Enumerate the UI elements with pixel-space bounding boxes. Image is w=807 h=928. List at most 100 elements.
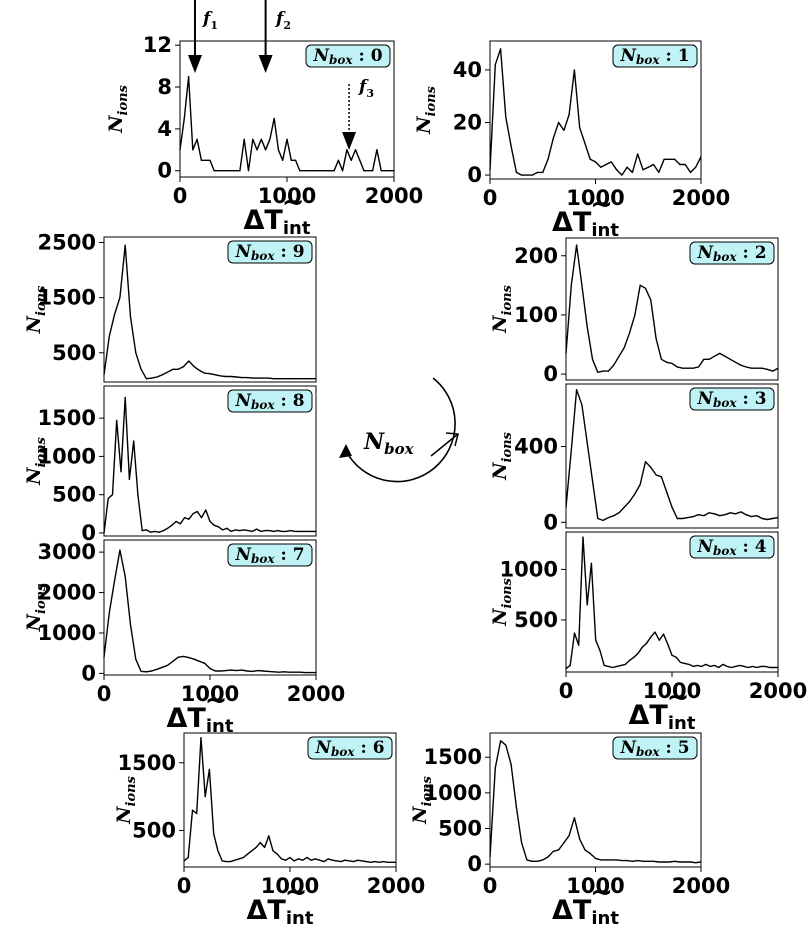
data-point	[766, 518, 769, 521]
data-point	[187, 75, 190, 78]
data-point	[499, 48, 502, 50]
data-point	[679, 661, 682, 663]
data-point	[145, 529, 147, 531]
data-point	[751, 665, 754, 668]
data-point	[298, 530, 300, 533]
data-point	[510, 145, 512, 147]
data-point	[156, 376, 158, 378]
data-point	[260, 138, 262, 140]
data-point	[158, 531, 160, 533]
n-box-badge-label: Nbox : 8	[234, 391, 304, 412]
data-point	[226, 527, 228, 529]
data-point	[333, 170, 335, 172]
data-point	[200, 517, 203, 519]
data-point	[140, 368, 142, 370]
data-point	[234, 859, 236, 861]
data-point	[183, 117, 185, 120]
data-point	[687, 516, 689, 519]
data-point	[692, 367, 694, 369]
data-point	[363, 170, 365, 172]
data-point	[697, 514, 700, 516]
data-point	[740, 364, 742, 366]
panel-box1: 0 20 40 0 1000 2000 Nions ΔTint~ Nbox : 1	[413, 40, 730, 241]
data-point	[621, 174, 623, 176]
x-tick-label: 1000	[643, 679, 701, 703]
data-point	[319, 859, 321, 861]
data-point	[129, 316, 132, 318]
data-point	[600, 859, 602, 861]
data-point	[344, 859, 346, 861]
y-tick-label: 500	[132, 818, 176, 842]
arrow-f3-head	[342, 132, 357, 150]
y-tick-label: 0	[543, 362, 558, 386]
data-point	[542, 171, 544, 174]
data-point	[329, 170, 331, 172]
data-point	[761, 367, 763, 369]
data-point	[740, 511, 742, 513]
n-box-badge	[227, 389, 313, 413]
data-point	[337, 159, 339, 161]
data-point	[196, 510, 198, 513]
y-tick-label: 20	[453, 110, 482, 134]
data-point	[666, 361, 668, 363]
data-point	[726, 665, 728, 668]
data-point	[568, 114, 570, 116]
data-point	[299, 671, 301, 673]
data-point	[310, 378, 312, 380]
data-point	[644, 287, 647, 289]
data-point	[107, 497, 109, 500]
data-point	[756, 666, 758, 669]
panel-box2: 0 100 200 Nions Nbox : 2	[489, 237, 779, 386]
data-point	[154, 530, 156, 533]
y-axis-label: Nions	[23, 285, 49, 334]
y-tick-label: 0	[543, 510, 558, 534]
y-tick-label: 4	[157, 117, 172, 141]
data-point	[591, 358, 594, 360]
data-point	[251, 850, 253, 852]
y-tick-label: 1000	[38, 621, 96, 645]
data-point	[267, 670, 269, 672]
y-tick-label: 500	[52, 341, 96, 365]
data-point	[376, 149, 378, 151]
data-point	[140, 670, 142, 672]
data-point	[278, 671, 280, 673]
data-point	[324, 170, 327, 172]
data-point	[264, 530, 266, 532]
data-point	[700, 156, 702, 158]
data-point	[265, 149, 267, 151]
data-point	[730, 666, 732, 669]
data-point	[729, 358, 731, 360]
annotation-f1: f1	[202, 9, 218, 32]
data-point	[312, 170, 314, 172]
data-point	[557, 849, 560, 851]
data-point	[605, 859, 607, 861]
data-point	[285, 859, 287, 861]
y-axis-label: Nions	[409, 775, 435, 824]
data-point	[667, 643, 669, 645]
data-point	[536, 860, 539, 862]
cycle-increase-arrow	[430, 433, 459, 457]
data-point	[235, 669, 238, 672]
data-point	[682, 517, 684, 520]
data-point	[252, 138, 254, 140]
data-point	[306, 856, 308, 859]
y-tick-label: 1000	[500, 557, 558, 581]
data-point	[591, 480, 594, 482]
data-point	[273, 378, 275, 380]
data-point	[623, 346, 625, 349]
data-point	[182, 655, 185, 658]
data-point	[515, 806, 517, 808]
data-point	[183, 517, 186, 519]
x-tick-label: 2000	[672, 874, 730, 898]
data-point	[167, 371, 169, 373]
data-point	[607, 516, 610, 519]
data-point	[626, 166, 628, 168]
panel-box5: 0 500 1000 1500 0 1000 2000 Nions ΔTint~ Nbox : 5	[409, 732, 730, 928]
data-point	[256, 528, 258, 530]
data-point	[547, 856, 549, 858]
y-tick-label: 500	[52, 483, 96, 507]
data-point	[729, 512, 731, 514]
data-point	[172, 660, 174, 662]
data-point	[209, 159, 211, 161]
data-point	[193, 658, 195, 660]
